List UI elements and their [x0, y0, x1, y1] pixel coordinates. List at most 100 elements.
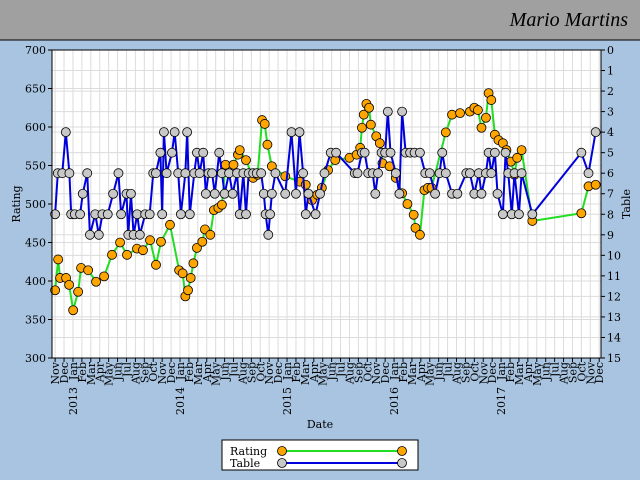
series-marker — [198, 147, 209, 158]
series-marker — [228, 159, 239, 170]
series-marker — [476, 122, 487, 133]
y2-tick-label: 8 — [607, 208, 614, 221]
series-marker — [241, 155, 251, 166]
year-label: 2014 — [174, 387, 187, 415]
x-tick-label: Oct — [254, 361, 267, 381]
x-tick-label: Jun — [326, 362, 339, 382]
series-marker — [473, 105, 483, 115]
series-marker — [241, 209, 251, 220]
x-tick-label: May — [531, 361, 544, 386]
series-marker — [256, 168, 267, 179]
x-tick-label: Sep — [459, 362, 472, 383]
series-marker — [576, 147, 587, 158]
x-tick-label: Jan — [388, 362, 401, 381]
series-marker — [167, 147, 177, 158]
series-marker — [138, 245, 148, 256]
series-marker — [447, 109, 457, 120]
series-marker — [259, 119, 270, 129]
series-marker — [497, 209, 508, 220]
series-marker — [382, 106, 393, 117]
legend-marker — [277, 446, 287, 456]
header-band — [0, 0, 640, 40]
series-marker — [359, 147, 370, 158]
x-tick-label: Feb — [76, 362, 89, 383]
x-tick-label: Mar — [192, 361, 205, 385]
series-marker — [370, 188, 381, 199]
x-tick-label: Jun — [219, 362, 232, 382]
x-tick-label: Dec — [379, 362, 392, 384]
x-tick-label: Feb — [397, 362, 410, 383]
y2-tick-label: 5 — [607, 147, 614, 160]
series-marker — [115, 237, 125, 248]
x-tick-label: Nov — [370, 361, 383, 384]
series-marker — [64, 279, 75, 290]
series-marker — [91, 276, 101, 287]
series-marker — [374, 138, 385, 149]
series-marker — [64, 168, 75, 179]
year-label: 2013 — [67, 387, 80, 415]
x-tick-label: Aug — [236, 362, 249, 385]
series-marker — [365, 119, 376, 130]
series-marker — [184, 209, 195, 220]
series-marker — [437, 147, 448, 158]
series-marker — [489, 147, 500, 158]
x-tick-label: Aug — [558, 362, 571, 385]
x-tick-label: Aug — [451, 362, 464, 385]
series-marker — [452, 188, 463, 199]
y-tick-label: 400 — [25, 275, 46, 288]
series-marker — [156, 236, 166, 247]
series-marker — [298, 168, 308, 179]
series-marker — [175, 209, 186, 220]
x-tick-label: Apr — [308, 361, 321, 383]
series-marker — [157, 209, 168, 220]
series-marker — [300, 209, 311, 220]
x-tick-label: May — [317, 361, 330, 386]
series-marker — [294, 127, 305, 138]
x-tick-label: May — [210, 361, 223, 386]
year-label: 2017 — [495, 387, 508, 415]
y2-tick-label: 1 — [607, 65, 614, 78]
x-tick-label: Feb — [504, 362, 517, 383]
y2-tick-label: 4 — [607, 126, 614, 139]
series-marker — [315, 188, 325, 199]
series-marker — [486, 95, 497, 105]
x-tick-label: Nov — [49, 361, 62, 384]
series-marker — [514, 209, 524, 220]
x-tick-label: Dec — [486, 362, 499, 384]
x-tick-label: Jan — [495, 362, 508, 381]
x-tick-label: Jan — [174, 362, 187, 381]
series-marker — [102, 209, 113, 220]
series-marker — [207, 168, 218, 179]
series-marker — [364, 102, 374, 113]
x-tick-label: Apr — [201, 361, 214, 383]
series-marker — [300, 179, 311, 190]
x-tick-label: Sep — [566, 362, 579, 383]
x-tick-label: Jul — [442, 362, 455, 378]
series-marker — [182, 127, 193, 138]
y2-tick-label: 2 — [607, 85, 614, 98]
x-tick-label: Mar — [85, 361, 98, 385]
x-tick-label: Feb — [290, 362, 303, 383]
series-marker — [516, 168, 527, 179]
x-tick-label: Nov — [156, 361, 169, 384]
series-marker — [492, 188, 503, 199]
x-tick-label: Mar — [299, 361, 312, 385]
series-marker — [75, 209, 85, 220]
x-tick-label: Jun — [112, 362, 125, 382]
legend-marker — [277, 458, 287, 468]
x-tick-label: Mar — [513, 361, 526, 385]
y-tick-label: 350 — [25, 314, 46, 327]
series-marker — [126, 188, 136, 199]
y2-tick-label: 10 — [607, 249, 621, 262]
series-marker — [234, 145, 245, 156]
series-marker — [177, 268, 188, 279]
x-tick-label: Jun — [433, 362, 446, 382]
series-marker — [476, 188, 487, 199]
x-tick-label: Jul — [335, 362, 348, 378]
x-tick-label: Nov — [263, 361, 276, 384]
series-marker — [310, 209, 321, 220]
x-tick-label: Dec — [165, 362, 178, 384]
x-tick-label: Dec — [58, 362, 71, 384]
series-marker — [192, 242, 202, 253]
series-marker — [53, 254, 64, 265]
